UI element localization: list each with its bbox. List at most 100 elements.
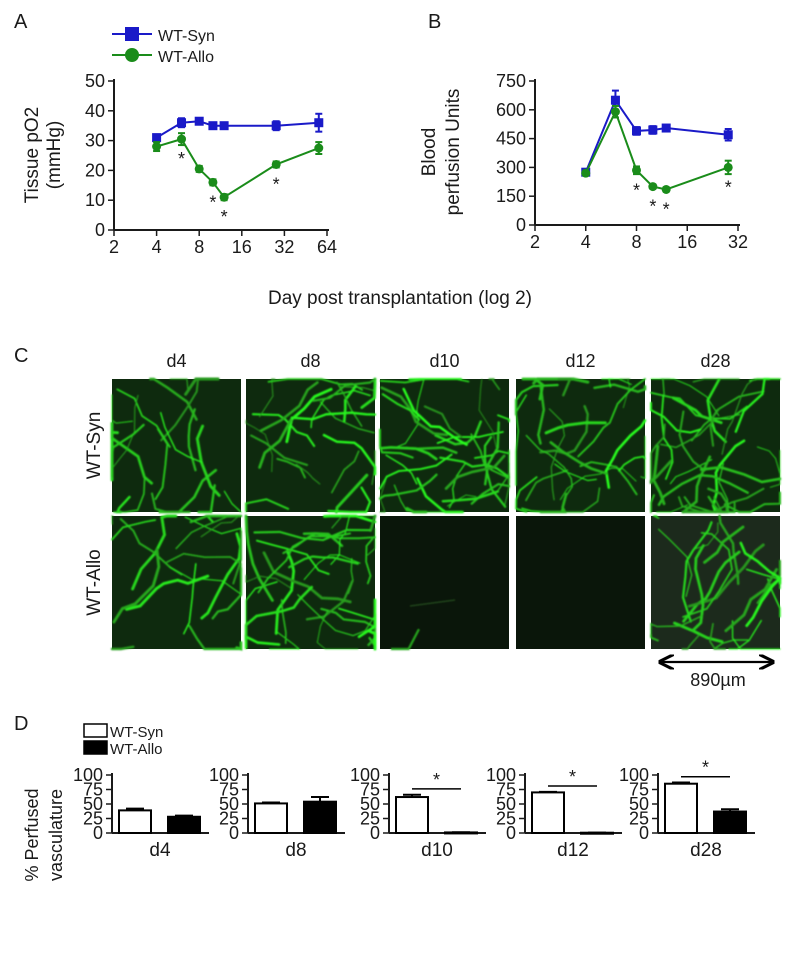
- vessel: [112, 547, 161, 624]
- data-point: [314, 118, 324, 128]
- legend-label-wt-allo: WT-Allo: [110, 741, 163, 758]
- vessel: [656, 504, 689, 513]
- panel-d-bar-charts: WT-Syn WT-Allo % Perfused vasculature 02…: [22, 723, 755, 882]
- vessel: [381, 393, 421, 421]
- vessel: [258, 418, 293, 469]
- vessel: [660, 394, 674, 480]
- vessel: [423, 405, 463, 439]
- vessel: [244, 585, 313, 641]
- micrograph-background: [516, 516, 645, 649]
- micrograph-wt-allo-d8: [244, 514, 377, 651]
- y-tick-label: 0: [229, 823, 239, 843]
- vessel: [678, 410, 706, 472]
- vessel: [288, 555, 359, 569]
- x-tick-label: 8: [194, 237, 204, 257]
- data-point: [610, 95, 620, 105]
- vessel: [131, 514, 178, 591]
- vessel: [327, 486, 372, 514]
- group-label-d4: d4: [149, 840, 171, 861]
- data-point: [632, 165, 641, 175]
- column-label-d10: d10: [429, 351, 459, 371]
- vessel: [402, 387, 468, 446]
- vessel: [681, 487, 729, 514]
- y-tick-label: 75: [360, 780, 380, 800]
- vessel: [657, 473, 749, 507]
- vessel: [184, 377, 220, 396]
- y-tick-label: 25: [629, 809, 649, 829]
- vessel: [183, 563, 197, 635]
- series-line: [584, 98, 729, 173]
- y-tick-label: 0: [506, 823, 516, 843]
- vessel: [554, 463, 597, 482]
- vessel: [111, 515, 114, 525]
- y-tick-label: 50: [360, 794, 380, 814]
- data-point: [632, 126, 641, 136]
- vessel: [441, 490, 500, 503]
- data-point: [271, 121, 281, 131]
- y-tick-label: 25: [496, 809, 516, 829]
- group-label-d12: d12: [557, 840, 589, 861]
- y-tick-label: 150: [496, 186, 526, 206]
- vessel: [378, 473, 438, 500]
- vessel: [244, 514, 274, 602]
- vessel: [497, 414, 510, 423]
- vessel: [650, 615, 703, 636]
- vessel: [521, 377, 545, 401]
- significance-asterisk: *: [663, 199, 670, 219]
- vessel: [112, 475, 146, 513]
- vessel: [706, 378, 727, 443]
- vessel: [650, 423, 666, 483]
- vessel: [111, 394, 133, 424]
- vessel: [548, 408, 565, 501]
- micrograph-wt-allo-d12: [516, 516, 645, 649]
- vessel: [439, 456, 511, 479]
- panel-a-legend: WT-Syn WT-Allo: [112, 27, 215, 66]
- vessel: [245, 574, 291, 589]
- x-tick-label: 32: [728, 232, 748, 252]
- vessel: [160, 412, 203, 464]
- vessel: [409, 599, 456, 607]
- series-wt-allo: [152, 132, 324, 202]
- data-point: [152, 133, 162, 143]
- vessel: [367, 527, 376, 556]
- vessel: [316, 610, 359, 650]
- data-point: [177, 134, 187, 144]
- vessel: [549, 441, 608, 475]
- vessel: [405, 507, 428, 514]
- column-label-d4: d4: [166, 351, 186, 371]
- vessel: [166, 552, 242, 570]
- data-point: [581, 168, 591, 178]
- vessel-network: [649, 377, 782, 514]
- y-tick-label: 25: [360, 809, 380, 829]
- micrograph-wt-syn-d8: [245, 377, 377, 514]
- data-point: [152, 142, 162, 152]
- data-point: [194, 116, 204, 126]
- legend-label-wt-syn: WT-Syn: [110, 724, 163, 741]
- x-tick-label: 2: [109, 237, 119, 257]
- vessel: [767, 578, 781, 618]
- vessel: [379, 453, 453, 490]
- y-tick-label: 50: [83, 794, 103, 814]
- vessel: [593, 383, 647, 394]
- vessel: [681, 521, 713, 623]
- vessel: [280, 599, 287, 644]
- panel-b-ylabel-line2: perfusion Units: [443, 89, 464, 216]
- micrograph-wt-syn-d10: [378, 377, 511, 514]
- vessel: [331, 450, 360, 494]
- vessel: [330, 515, 359, 565]
- bar-wt-syn: [395, 796, 429, 834]
- vessel: [693, 522, 719, 550]
- data-point: [219, 121, 229, 131]
- vessel: [652, 515, 660, 519]
- y-tick-label: 0: [93, 823, 103, 843]
- significance-asterisk: *: [178, 149, 185, 169]
- vessel: [756, 446, 781, 475]
- vessel: [687, 543, 765, 608]
- bar-wt-syn: [531, 791, 565, 835]
- vessel: [659, 378, 671, 396]
- vessel: [390, 628, 420, 651]
- column-label-d8: d8: [300, 351, 320, 371]
- legend-swatch-wt-allo: [83, 740, 108, 755]
